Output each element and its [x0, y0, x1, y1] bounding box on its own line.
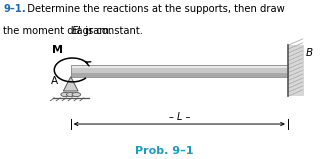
Bar — [71, 68, 288, 73]
Text: Determine the reactions at the supports, then draw: Determine the reactions at the supports,… — [21, 4, 285, 14]
Text: Prob. 9–1: Prob. 9–1 — [135, 146, 194, 156]
Text: the moment diagram.: the moment diagram. — [3, 26, 115, 36]
Polygon shape — [63, 77, 78, 91]
Text: 9–1.: 9–1. — [3, 4, 26, 14]
Circle shape — [72, 92, 81, 97]
Bar — [288, 45, 304, 96]
Circle shape — [66, 92, 75, 97]
Bar — [71, 65, 288, 68]
Bar — [71, 73, 288, 77]
Text: M: M — [52, 45, 63, 55]
Bar — [71, 65, 288, 77]
Text: A: A — [50, 76, 58, 86]
Text: B: B — [306, 48, 313, 59]
Text: – L –: – L – — [169, 112, 190, 122]
Text: EI: EI — [72, 26, 81, 36]
Circle shape — [61, 92, 69, 97]
Text: is constant.: is constant. — [82, 26, 142, 36]
